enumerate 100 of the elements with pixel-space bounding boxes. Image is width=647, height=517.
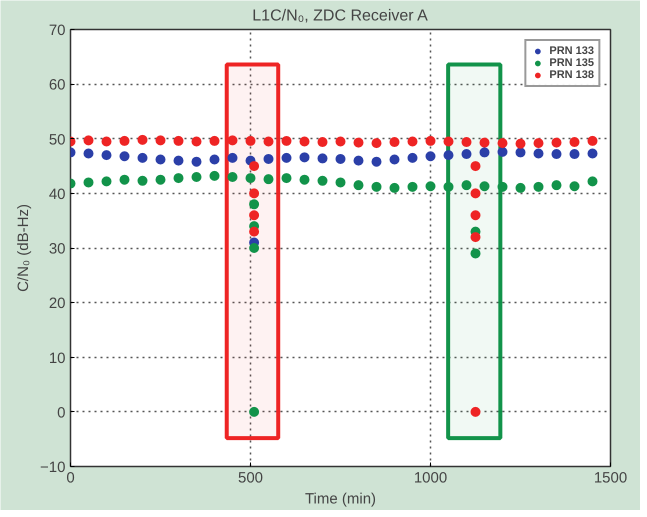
point xyxy=(228,172,238,182)
point xyxy=(156,135,166,146)
point xyxy=(588,148,598,158)
point xyxy=(282,173,292,184)
point xyxy=(192,172,202,182)
point xyxy=(462,180,472,190)
point xyxy=(210,154,220,164)
point xyxy=(516,138,526,149)
point xyxy=(588,136,598,146)
y-tick-label: 60 xyxy=(48,76,66,94)
point xyxy=(552,180,562,190)
y-tick-label: 70 xyxy=(48,22,66,39)
point xyxy=(552,138,562,148)
point xyxy=(480,138,490,148)
point xyxy=(102,136,112,146)
point xyxy=(444,136,454,146)
point xyxy=(480,147,490,158)
point xyxy=(120,174,130,185)
point xyxy=(470,232,480,242)
point xyxy=(210,170,220,181)
point xyxy=(120,136,130,146)
point xyxy=(84,148,94,158)
point xyxy=(264,154,274,164)
point xyxy=(552,149,562,160)
point xyxy=(470,210,480,220)
point xyxy=(444,182,454,192)
point xyxy=(174,156,184,166)
point xyxy=(246,173,256,184)
point xyxy=(264,136,274,146)
point xyxy=(570,137,580,148)
point xyxy=(408,182,418,192)
point xyxy=(372,156,382,167)
point xyxy=(354,156,364,166)
point xyxy=(282,152,292,163)
point xyxy=(462,137,472,148)
point xyxy=(249,406,260,417)
point xyxy=(336,136,346,146)
legend-label: PRN 135 xyxy=(549,57,594,69)
point xyxy=(318,137,328,148)
point xyxy=(444,150,454,160)
point xyxy=(498,138,508,148)
point xyxy=(372,182,382,192)
point xyxy=(426,151,436,162)
point xyxy=(336,177,346,188)
y-tick-label: 30 xyxy=(48,240,66,258)
point xyxy=(470,188,480,198)
point xyxy=(390,182,400,193)
x-tick-label: 500 xyxy=(238,470,264,486)
point xyxy=(570,181,580,192)
point xyxy=(192,136,202,146)
point xyxy=(470,161,480,172)
point xyxy=(498,182,508,192)
point xyxy=(156,174,166,185)
x-axis-title: Time (min) xyxy=(304,490,376,508)
y-tick-label: 10 xyxy=(48,350,66,367)
point xyxy=(516,147,526,158)
point xyxy=(390,137,400,148)
point xyxy=(249,210,260,220)
y-tick-label: 0 xyxy=(57,404,66,422)
point xyxy=(120,151,130,162)
point xyxy=(318,176,328,186)
point xyxy=(470,406,480,417)
point xyxy=(570,149,580,160)
point xyxy=(84,135,94,146)
point xyxy=(408,152,418,163)
point xyxy=(138,152,148,163)
point xyxy=(534,148,544,158)
point xyxy=(210,136,220,146)
point xyxy=(372,138,382,148)
point xyxy=(300,174,310,185)
point xyxy=(102,176,112,186)
point xyxy=(102,150,112,160)
point xyxy=(138,134,148,145)
y-tick-label: 40 xyxy=(48,186,66,203)
point xyxy=(336,154,346,164)
point xyxy=(282,136,292,146)
point xyxy=(300,152,310,162)
point xyxy=(300,136,310,146)
point xyxy=(249,243,260,253)
legend-label: PRN 138 xyxy=(549,69,594,81)
point xyxy=(318,153,328,164)
point xyxy=(470,248,480,258)
point xyxy=(462,149,472,160)
point xyxy=(516,182,526,193)
point xyxy=(354,138,364,148)
point xyxy=(264,174,274,184)
point xyxy=(408,136,418,146)
point xyxy=(480,181,490,192)
point xyxy=(174,136,184,146)
x-tick-label: 1000 xyxy=(414,470,448,486)
point xyxy=(249,199,260,210)
point xyxy=(156,154,166,164)
point xyxy=(249,188,260,198)
point xyxy=(174,173,184,184)
point xyxy=(426,136,436,146)
point xyxy=(426,181,436,192)
y-tick-label: −10 xyxy=(40,459,66,476)
y-axis-title: C/N₀ (dB-Hz) xyxy=(15,204,32,292)
y-tick-label: 20 xyxy=(48,295,66,312)
point xyxy=(228,135,238,146)
